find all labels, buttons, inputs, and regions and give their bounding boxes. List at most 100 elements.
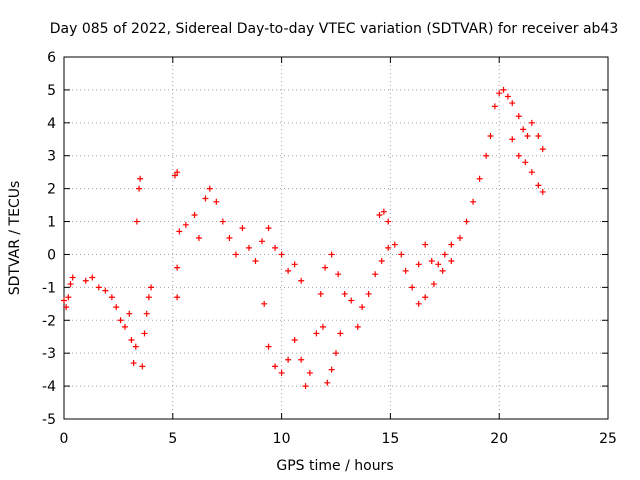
data-point bbox=[448, 258, 454, 264]
data-point bbox=[520, 126, 526, 132]
data-point bbox=[324, 380, 330, 386]
chart-title: Day 085 of 2022, Sidereal Day-to-day VTE… bbox=[50, 21, 619, 37]
data-point bbox=[457, 235, 463, 241]
x-tick-label: 0 bbox=[60, 431, 69, 447]
data-point bbox=[196, 235, 202, 241]
data-point bbox=[313, 330, 319, 336]
data-point bbox=[246, 245, 252, 251]
data-point bbox=[183, 222, 189, 228]
data-point bbox=[220, 219, 226, 225]
data-point bbox=[329, 251, 335, 257]
data-point bbox=[174, 265, 180, 271]
data-point bbox=[272, 245, 278, 251]
data-point bbox=[398, 251, 404, 257]
data-point bbox=[509, 136, 515, 142]
data-point bbox=[279, 251, 285, 257]
x-tick-label: 15 bbox=[381, 431, 399, 447]
data-point bbox=[137, 176, 143, 182]
data-point bbox=[136, 186, 142, 192]
data-point bbox=[522, 159, 528, 165]
data-point bbox=[529, 120, 535, 126]
y-tick-label: -3 bbox=[42, 346, 56, 362]
data-point bbox=[131, 360, 137, 366]
data-point bbox=[342, 291, 348, 297]
y-tick-label: -5 bbox=[42, 412, 56, 428]
data-point bbox=[133, 344, 139, 350]
x-tick-label: 10 bbox=[273, 431, 291, 447]
y-tick-label: -2 bbox=[42, 313, 56, 329]
data-point bbox=[139, 363, 145, 369]
data-point bbox=[148, 284, 154, 290]
y-tick-label: -4 bbox=[42, 379, 56, 395]
data-point bbox=[409, 284, 415, 290]
data-point bbox=[422, 242, 428, 248]
data-point bbox=[333, 350, 339, 356]
data-point bbox=[483, 153, 489, 159]
data-point bbox=[261, 301, 267, 307]
data-point bbox=[540, 146, 546, 152]
data-point bbox=[392, 242, 398, 248]
data-point bbox=[535, 182, 541, 188]
y-tick-label: 0 bbox=[47, 247, 56, 263]
data-point bbox=[292, 337, 298, 343]
data-point bbox=[381, 209, 387, 215]
data-point bbox=[68, 281, 74, 287]
data-point bbox=[359, 304, 365, 310]
data-point bbox=[540, 189, 546, 195]
data-point bbox=[142, 330, 148, 336]
data-point bbox=[335, 271, 341, 277]
data-point bbox=[448, 242, 454, 248]
data-point bbox=[318, 291, 324, 297]
data-point bbox=[501, 87, 507, 93]
data-point bbox=[146, 294, 152, 300]
data-point bbox=[128, 337, 134, 343]
x-tick-label: 5 bbox=[168, 431, 177, 447]
data-point bbox=[96, 284, 102, 290]
data-point bbox=[122, 324, 128, 330]
data-point bbox=[89, 274, 95, 280]
data-point bbox=[422, 294, 428, 300]
data-point bbox=[337, 330, 343, 336]
data-point bbox=[207, 186, 213, 192]
data-point bbox=[144, 311, 150, 317]
data-points bbox=[61, 87, 546, 389]
data-point bbox=[174, 294, 180, 300]
grid-layer bbox=[64, 57, 608, 419]
data-point bbox=[102, 288, 108, 294]
data-point bbox=[496, 90, 502, 96]
data-point bbox=[348, 298, 354, 304]
data-point bbox=[109, 294, 115, 300]
data-point bbox=[298, 278, 304, 284]
y-tick-label: 5 bbox=[47, 83, 56, 99]
y-tick-label: 2 bbox=[47, 182, 56, 198]
data-point bbox=[442, 251, 448, 257]
data-point bbox=[355, 324, 361, 330]
x-tick-label: 20 bbox=[490, 431, 508, 447]
data-point bbox=[464, 219, 470, 225]
data-point bbox=[83, 278, 89, 284]
data-point bbox=[259, 238, 265, 244]
data-point bbox=[416, 301, 422, 307]
tick-layer: 0 5 10 15 20 25 -5 -4 -3 -2 -1 0 1 2 3 4 5 6 bbox=[42, 50, 617, 447]
data-point bbox=[372, 271, 378, 277]
plot-frame bbox=[64, 57, 608, 419]
data-point bbox=[292, 261, 298, 267]
data-point bbox=[126, 311, 132, 317]
data-point bbox=[134, 219, 140, 225]
data-point bbox=[470, 199, 476, 205]
data-point bbox=[118, 317, 124, 323]
data-point bbox=[213, 199, 219, 205]
data-point bbox=[431, 281, 437, 287]
data-point bbox=[272, 363, 278, 369]
chart: Day 085 of 2022, Sidereal Day-to-day VTE… bbox=[0, 0, 640, 480]
data-point bbox=[322, 265, 328, 271]
data-point bbox=[70, 274, 76, 280]
data-point bbox=[487, 133, 493, 139]
data-point bbox=[279, 370, 285, 376]
x-tick-label: 25 bbox=[599, 431, 617, 447]
data-point bbox=[516, 113, 522, 119]
data-point bbox=[492, 103, 498, 109]
data-point bbox=[202, 196, 208, 202]
data-point bbox=[477, 176, 483, 182]
data-point bbox=[285, 268, 291, 274]
